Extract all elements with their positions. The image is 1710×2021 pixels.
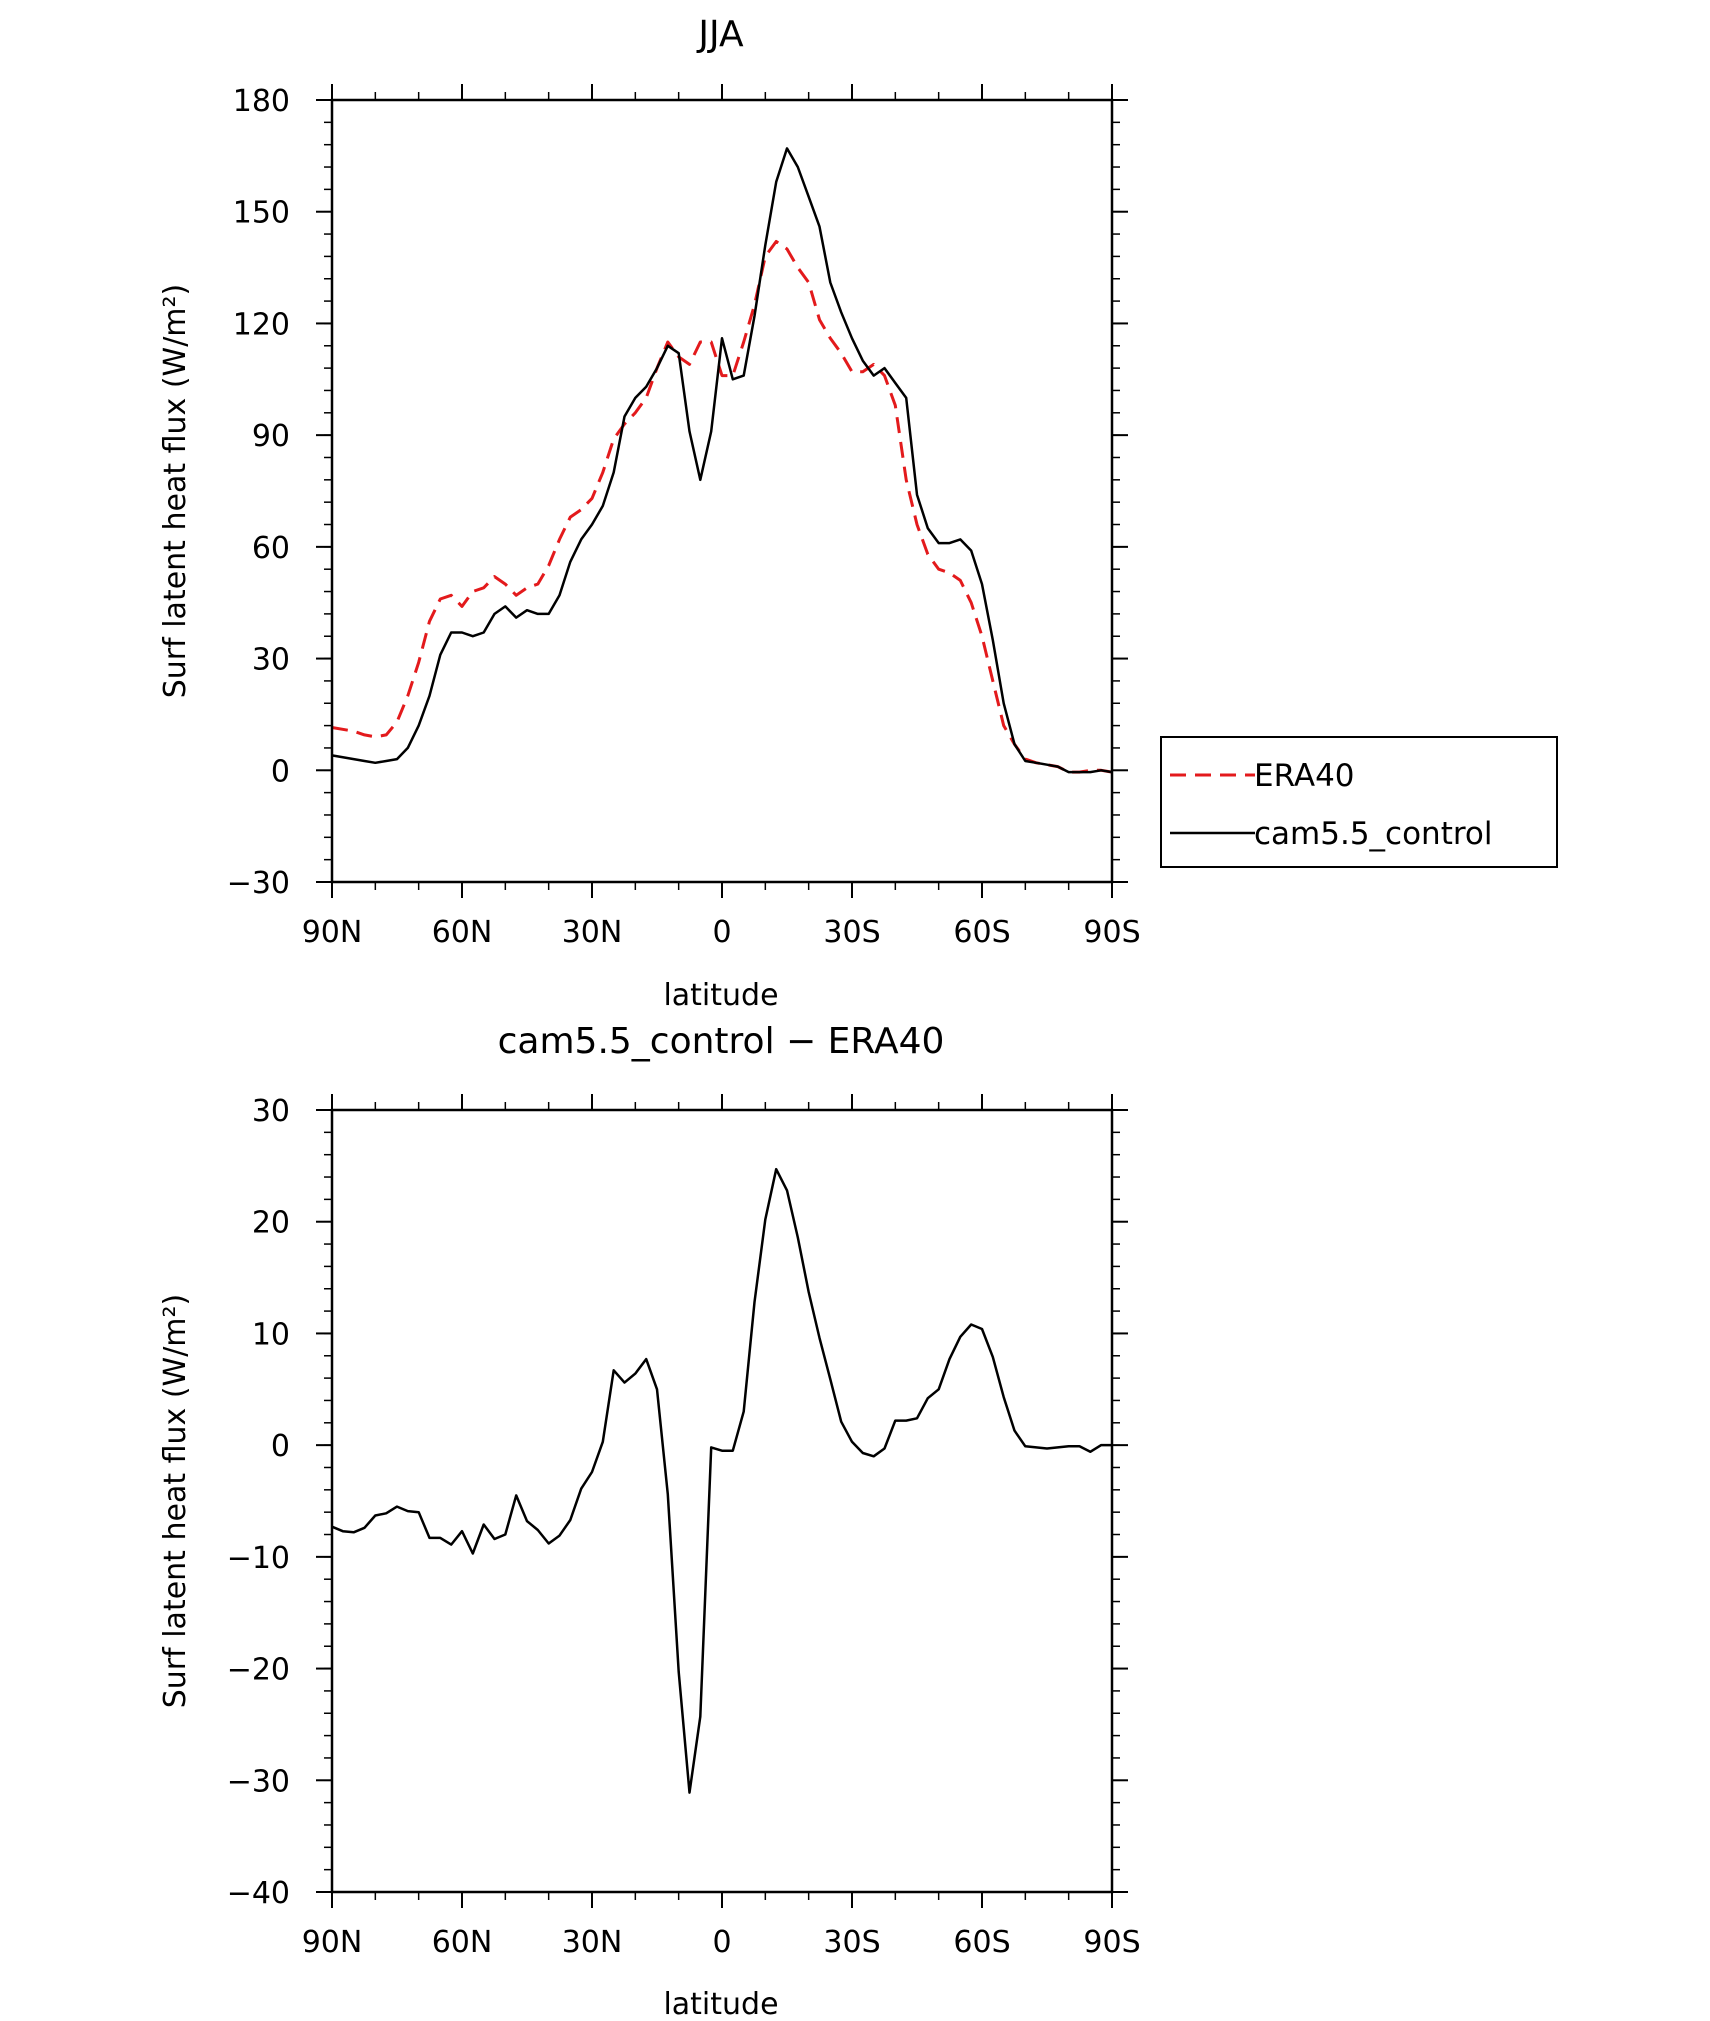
- series-layer: [331, 1167, 1112, 1794]
- x-tick-label: 30N: [562, 1925, 623, 1960]
- legend-box: [1160, 736, 1558, 868]
- x-axis-title: latitude: [663, 1987, 778, 2021]
- tick-marks: [316, 84, 1128, 898]
- x-tick-label: 60S: [953, 1925, 1010, 1960]
- y-tick-label: 30: [252, 1094, 290, 1129]
- chart-panel-bottom: cam5.5_control − ERA40 −40 −30 −20 −10 0 10 20…: [158, 1021, 1141, 2021]
- chart-title: JJA: [696, 14, 744, 55]
- plot-frame: [330, 1108, 1114, 1894]
- legend: ERA40 cam5.5_control: [1160, 736, 1558, 868]
- tick-marks: [316, 1094, 1128, 1908]
- x-tick-label: 0: [712, 915, 731, 950]
- series-line-cam5-5-control: [331, 147, 1113, 774]
- y-tick-label: 150: [233, 196, 290, 231]
- legend-label-cam55: cam5.5_control: [1254, 816, 1493, 852]
- y-tick-labels: −40 −30 −20 −10 0 10 20 30: [227, 1094, 290, 1911]
- x-tick-label: 60N: [432, 915, 493, 950]
- x-tick-labels: 90N 60N 30N 0 30S 60S 90S: [302, 1925, 1141, 1960]
- x-tick-label: 60S: [953, 915, 1010, 950]
- x-tick-label: 30S: [823, 1925, 880, 1960]
- y-tick-label: −40: [227, 1876, 290, 1911]
- y-tick-label: 120: [233, 307, 290, 342]
- x-tick-label: 90N: [302, 915, 363, 950]
- y-axis-title: Surf latent heat flux (W/m²): [158, 1294, 193, 1709]
- x-tick-label: 60N: [432, 1925, 493, 1960]
- y-tick-labels: −30 0 30 60 90 120 150 180: [227, 84, 290, 901]
- y-tick-label: 30: [252, 643, 290, 678]
- series-line-era40: [331, 240, 1113, 774]
- y-tick-label: 60: [252, 531, 290, 566]
- y-tick-label: 10: [252, 1317, 290, 1352]
- plot-frame: [330, 98, 1114, 884]
- y-tick-label: 20: [252, 1206, 290, 1241]
- legend-label-era40: ERA40: [1254, 758, 1355, 794]
- y-tick-label: 0: [271, 754, 290, 789]
- y-tick-label: −30: [227, 866, 290, 901]
- y-tick-label: 90: [252, 419, 290, 454]
- y-tick-label: −20: [227, 1653, 290, 1688]
- x-tick-label: 0: [712, 1925, 731, 1960]
- x-tick-labels: 90N 60N 30N 0 30S 60S 90S: [302, 915, 1141, 950]
- y-tick-label: −30: [227, 1764, 290, 1799]
- chart-panel-top: JJA −30 0 30 60 90 120 150 180 90N 60N 30N 0 30S 60S…: [158, 14, 1558, 1013]
- x-tick-label: 90S: [1083, 915, 1140, 950]
- x-tick-label: 30S: [823, 915, 880, 950]
- y-tick-label: 180: [233, 84, 290, 119]
- x-tick-label: 90N: [302, 1925, 363, 1960]
- y-axis-title: Surf latent heat flux (W/m²): [158, 284, 193, 699]
- series-layer: [331, 147, 1113, 774]
- y-tick-label: 0: [271, 1429, 290, 1464]
- y-tick-label: −10: [227, 1541, 290, 1576]
- x-tick-label: 30N: [562, 915, 623, 950]
- x-axis-title: latitude: [663, 978, 778, 1013]
- x-tick-label: 90S: [1083, 1925, 1140, 1960]
- series-line-difference: [331, 1167, 1112, 1794]
- chart-title: cam5.5_control − ERA40: [498, 1021, 945, 1062]
